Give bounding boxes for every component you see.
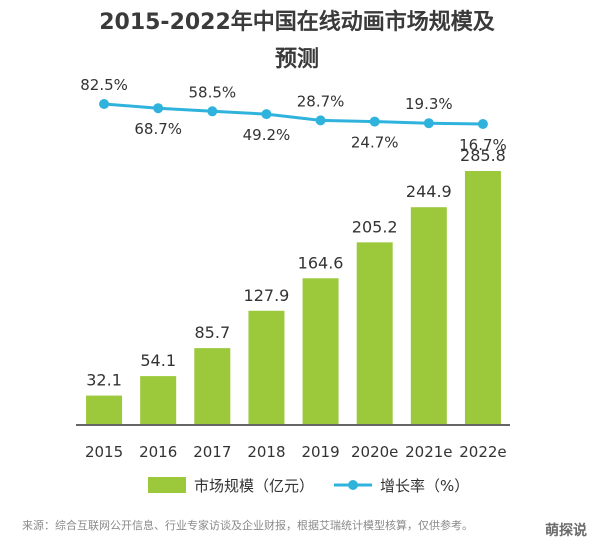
- x-tick-label: 2019: [301, 443, 339, 461]
- growth-value-label: 16.7%: [459, 136, 507, 154]
- bar-value-label: 85.7: [195, 323, 231, 342]
- x-tick-label: 2020e: [351, 443, 398, 461]
- watermark: 萌探说: [545, 523, 587, 539]
- growth-point: [261, 109, 272, 120]
- bar-2021e: [410, 207, 447, 424]
- legend-label-bar: 市场规模（亿元）: [194, 477, 314, 495]
- growth-value-label: 19.3%: [405, 95, 453, 113]
- growth-value-label: 24.7%: [351, 134, 399, 152]
- chart-title-line-2: 预测: [274, 47, 319, 72]
- x-tick-label: 2018: [247, 443, 285, 461]
- growth-value-label: 58.5%: [188, 83, 236, 101]
- bar-value-label: 244.9: [406, 182, 452, 201]
- legend-swatch-point: [348, 480, 358, 490]
- x-tick-group: 2015 2016 2017 2018 2019 2020e 2021e 2022e: [85, 443, 507, 461]
- bar-value-label: 285.8: [460, 146, 506, 165]
- growth-point: [153, 103, 164, 114]
- source-note: 来源：综合互联网公开信息、行业专家访谈及企业财报，根据艾瑞统计模型核算，仅供参考…: [22, 519, 473, 532]
- chart-title: 2015-2022年中国在线动画市场规模及 预测: [0, 4, 594, 78]
- bar-value-label: 54.1: [140, 351, 176, 370]
- bar-value-label: 205.2: [352, 217, 398, 236]
- growth-value-label: 28.7%: [297, 92, 345, 110]
- x-tick-label: 2016: [139, 443, 177, 461]
- bar-value-label: 164.6: [298, 253, 344, 272]
- bar-value-label: 32.1: [86, 371, 122, 390]
- bar-label-group: 32.1 54.1 85.7 127.9 164.6 205.2 244.9 285.8: [86, 146, 506, 390]
- x-tick-label: 2015: [85, 443, 123, 461]
- growth-value-label: 49.2%: [243, 126, 291, 144]
- growth-point: [207, 106, 218, 117]
- x-tick-label: 2017: [193, 443, 231, 461]
- bar-2022e: [464, 171, 501, 424]
- bar-2015: [86, 395, 123, 424]
- growth-point: [99, 99, 110, 109]
- bar-value-label: 127.9: [244, 286, 290, 305]
- x-tick-label: 2022e: [459, 443, 506, 461]
- bar-group: [86, 171, 501, 424]
- growth-point: [423, 118, 434, 129]
- growth-line: [103, 102, 483, 126]
- legend-label-line: 增长率（%）: [380, 477, 469, 495]
- bar-2020e: [356, 242, 393, 424]
- chart-title-line-1: 2015-2022年中国在线动画市场规模及: [99, 10, 495, 35]
- legend: 市场规模（亿元） 增长率（%）: [148, 477, 469, 495]
- growth-value-label: 82.5%: [80, 76, 128, 94]
- bar-2019: [302, 278, 339, 424]
- growth-point: [369, 116, 380, 127]
- growth-value-label: 68.7%: [134, 120, 182, 138]
- growth-point: [315, 115, 326, 126]
- growth-line-group: 82.5% 68.7% 58.5% 49.2% 28.7% 24.7% 19.3% 16.7%: [80, 76, 507, 154]
- bar-2018: [248, 310, 285, 424]
- x-tick-label: 2021e: [405, 443, 452, 461]
- growth-point: [477, 119, 488, 129]
- legend-swatch-bar: [148, 477, 186, 493]
- bar-2016: [140, 376, 177, 424]
- bar-2017: [194, 348, 231, 424]
